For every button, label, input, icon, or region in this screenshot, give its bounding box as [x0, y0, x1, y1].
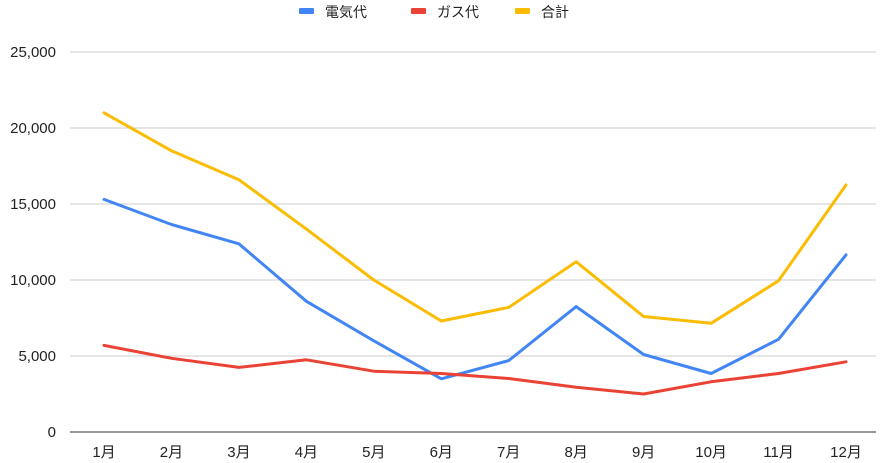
legend-label: 合計 [541, 5, 569, 21]
legend-swatch [515, 8, 530, 14]
legend-label: 電気代 [325, 5, 367, 21]
x-tick-label: 5月 [362, 444, 385, 461]
x-tick-label: 8月 [565, 444, 588, 461]
y-axis-ticks: 0 5,000 10,000 15,000 20,000 25,000 [10, 44, 56, 441]
y-tick-label: 15,000 [10, 196, 56, 213]
series-line [102, 343, 848, 396]
series-line [102, 111, 848, 325]
legend-swatch [411, 8, 426, 14]
y-tick-label: 10,000 [10, 272, 56, 289]
x-tick-label: 11月 [763, 444, 794, 461]
x-tick-label: 10月 [695, 444, 727, 461]
gridlines [70, 51, 876, 433]
x-axis-ticks: 1月 2月 3月 4月 5月 6月 7月 8月 9月 10月 11月 12月 [92, 444, 862, 461]
x-tick-label: 2月 [160, 444, 183, 461]
legend-swatch [299, 8, 314, 14]
y-tick-label: 0 [48, 424, 56, 441]
legend-label: ガス代 [437, 5, 479, 21]
x-tick-label: 6月 [430, 444, 453, 461]
x-tick-label: 1月 [92, 444, 115, 461]
x-tick-label: 4月 [295, 444, 318, 461]
y-tick-label: 25,000 [10, 44, 56, 61]
legend: 電気代 ガス代 合計 [299, 5, 569, 21]
y-tick-label: 20,000 [10, 120, 56, 137]
series-lines [102, 111, 848, 396]
x-tick-label: 7月 [497, 444, 520, 461]
series-line [102, 197, 848, 381]
x-tick-label: 3月 [227, 444, 250, 461]
y-tick-label: 5,000 [18, 348, 56, 365]
x-tick-label: 9月 [632, 444, 655, 461]
x-tick-label: 12月 [830, 444, 862, 461]
